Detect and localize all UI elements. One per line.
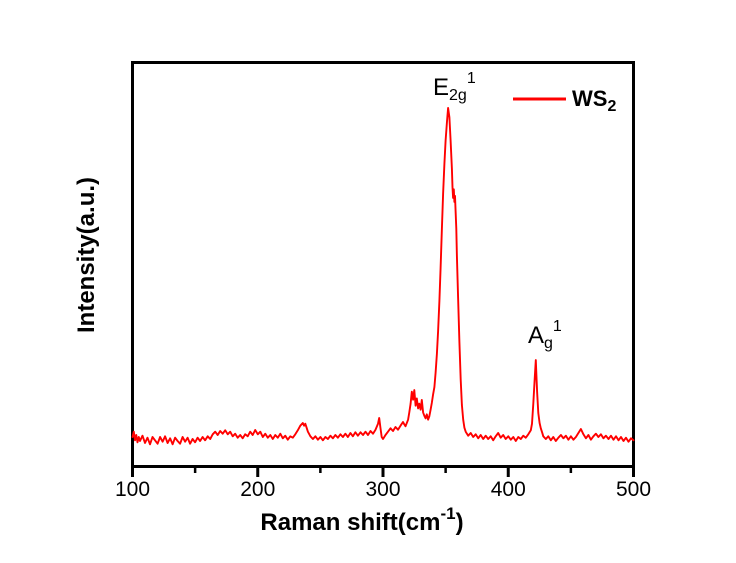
plot-border xyxy=(131,61,635,468)
legend-label: WS2 xyxy=(572,86,616,115)
e2g-peak-label: E2g1 xyxy=(433,70,476,104)
x-tick-label: 200 xyxy=(240,478,275,501)
x-tick-label: 300 xyxy=(365,478,400,501)
spectrum-line xyxy=(131,107,635,446)
x-tick-label: 500 xyxy=(616,478,651,501)
x-axis-ticks: 100 200 300 400 500 xyxy=(115,468,651,501)
x-tick-label: 400 xyxy=(491,478,526,501)
x-tick-label: 100 xyxy=(115,478,150,501)
ag-peak-label: Ag1 xyxy=(528,318,562,352)
x-axis-title: Raman shift(cm-1) xyxy=(260,504,463,536)
y-axis-title: Intensity(a.u.) xyxy=(73,177,100,333)
legend: WS2 xyxy=(513,86,616,115)
